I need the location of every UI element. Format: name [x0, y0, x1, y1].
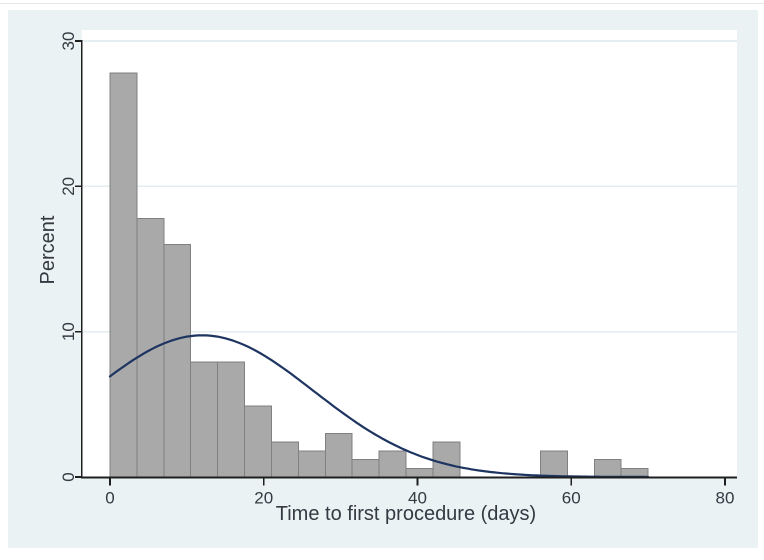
normal-curve — [108, 334, 650, 479]
histogram-bar — [270, 441, 299, 478]
y-tick-label: 20 — [59, 177, 78, 196]
y-tick-label: 10 — [59, 322, 78, 341]
x-axis-title: Time to first procedure (days) — [276, 503, 536, 525]
histogram-bar — [136, 217, 165, 478]
x-tick-label: 60 — [562, 489, 581, 508]
y-tick-label: 0 — [59, 472, 78, 481]
y-axis-title: Percent — [37, 215, 59, 284]
x-tick-label: 80 — [716, 489, 735, 508]
histogram-bar — [217, 361, 246, 478]
histogram-bar — [593, 459, 622, 478]
histogram-bar — [244, 405, 272, 478]
histogram-bar — [324, 432, 353, 478]
window-top-border — [0, 3, 764, 4]
histogram-bar — [109, 72, 138, 478]
x-tick-label: 0 — [105, 489, 114, 508]
histogram-bar — [297, 450, 326, 478]
histogram-bar — [351, 459, 380, 478]
histogram-bar — [190, 361, 219, 478]
x-tick-label: 40 — [408, 489, 427, 508]
histogram-bar — [163, 243, 192, 478]
y-tick-label: 30 — [59, 32, 78, 51]
histogram-bar — [378, 450, 407, 478]
histogram-bar — [540, 450, 568, 478]
histogram-bar — [405, 467, 434, 478]
x-tick-label: 20 — [254, 489, 273, 508]
histogram-bar — [432, 441, 461, 478]
histogram-bar — [620, 467, 649, 478]
